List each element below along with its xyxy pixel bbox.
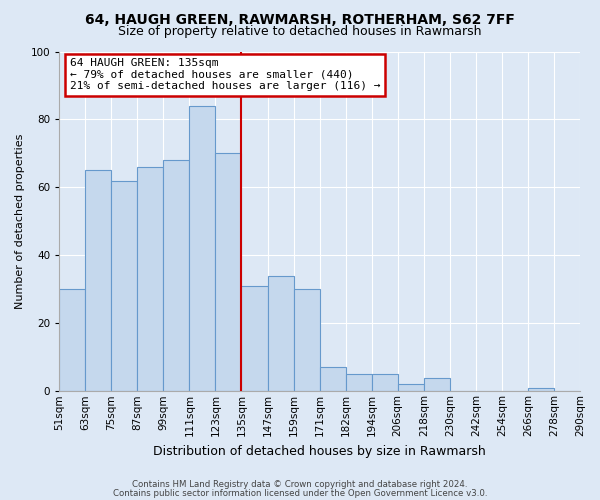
- Text: 64, HAUGH GREEN, RAWMARSH, ROTHERHAM, S62 7FF: 64, HAUGH GREEN, RAWMARSH, ROTHERHAM, S6…: [85, 12, 515, 26]
- Bar: [268, 276, 293, 392]
- Bar: [320, 368, 346, 392]
- Text: 64 HAUGH GREEN: 135sqm
← 79% of detached houses are smaller (440)
21% of semi-de: 64 HAUGH GREEN: 135sqm ← 79% of detached…: [70, 58, 380, 92]
- Bar: [293, 290, 320, 392]
- Y-axis label: Number of detached properties: Number of detached properties: [15, 134, 25, 309]
- Bar: [241, 286, 268, 392]
- Bar: [424, 378, 450, 392]
- Bar: [111, 180, 137, 392]
- Bar: [59, 290, 85, 392]
- Text: Contains public sector information licensed under the Open Government Licence v3: Contains public sector information licen…: [113, 488, 487, 498]
- Text: Contains HM Land Registry data © Crown copyright and database right 2024.: Contains HM Land Registry data © Crown c…: [132, 480, 468, 489]
- Bar: [190, 106, 215, 392]
- Text: Size of property relative to detached houses in Rawmarsh: Size of property relative to detached ho…: [118, 25, 482, 38]
- Bar: [85, 170, 111, 392]
- X-axis label: Distribution of detached houses by size in Rawmarsh: Distribution of detached houses by size …: [153, 444, 486, 458]
- Bar: [137, 167, 163, 392]
- Bar: [215, 154, 241, 392]
- Bar: [398, 384, 424, 392]
- Bar: [528, 388, 554, 392]
- Bar: [371, 374, 398, 392]
- Bar: [346, 374, 371, 392]
- Bar: [163, 160, 190, 392]
